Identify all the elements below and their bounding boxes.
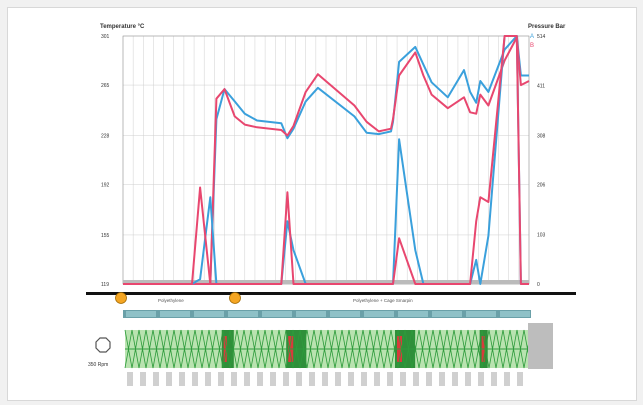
element-label-block bbox=[426, 372, 432, 386]
zone-label-1: Polyethylene bbox=[158, 298, 184, 303]
series-line-4 bbox=[123, 35, 529, 285]
chart-frame: Temperature °C Pressure Bar A B 119 155 19… bbox=[7, 7, 637, 401]
element-label-block bbox=[153, 372, 159, 386]
barrel-segment bbox=[194, 311, 224, 317]
black-divider bbox=[86, 292, 576, 295]
element-label-block bbox=[413, 372, 419, 386]
left-tick-label: 228 bbox=[101, 133, 110, 139]
x-axis-strip bbox=[123, 280, 529, 284]
right-tick-label: 308 bbox=[537, 133, 546, 139]
barrel-band bbox=[123, 310, 531, 318]
element-label-block bbox=[322, 372, 328, 386]
left-tick-label: 265 bbox=[101, 83, 110, 89]
barrel-segment bbox=[262, 311, 292, 317]
element-label-block bbox=[244, 372, 250, 386]
zone-label-2: Polyethylene + Cage Smarpin bbox=[353, 298, 413, 303]
barrel-segment bbox=[160, 311, 190, 317]
element-label-block bbox=[296, 372, 302, 386]
right-tick-label: 103 bbox=[537, 232, 546, 238]
barrel-segment bbox=[330, 311, 360, 317]
element-label-block bbox=[491, 372, 497, 386]
element-label-block bbox=[517, 372, 523, 386]
left-axis-label: Temperature °C bbox=[100, 24, 145, 30]
feed-marker-1 bbox=[115, 292, 127, 304]
element-label-block bbox=[348, 372, 354, 386]
speed-label: 350 Rpm bbox=[88, 362, 108, 368]
barrel-segment bbox=[228, 311, 258, 317]
barrel-segment bbox=[126, 311, 156, 317]
element-label-block bbox=[205, 372, 211, 386]
temperature-pressure-chart: Temperature °C Pressure Bar A B 119 155 19… bbox=[86, 24, 576, 386]
element-label-block bbox=[504, 372, 510, 386]
element-label-block bbox=[127, 372, 133, 386]
element-label-block bbox=[166, 372, 172, 386]
right-tick-label: 411 bbox=[537, 84, 545, 90]
legend-label-a: A bbox=[530, 34, 534, 40]
right-tick-label: 514 bbox=[537, 34, 546, 40]
screw-section bbox=[124, 329, 548, 369]
legend-label-b: B bbox=[530, 43, 534, 49]
element-label-block bbox=[478, 372, 484, 386]
element-label-block bbox=[140, 372, 146, 386]
element-label-block bbox=[257, 372, 263, 386]
left-tick-label: 301 bbox=[101, 34, 110, 40]
series-line-1 bbox=[123, 35, 529, 285]
element-label-block bbox=[179, 372, 185, 386]
element-label-block bbox=[361, 372, 367, 386]
barrel-segment bbox=[432, 311, 462, 317]
element-label-block bbox=[283, 372, 289, 386]
element-label-block bbox=[452, 372, 458, 386]
right-tick-label: 0 bbox=[537, 282, 540, 288]
barrel-segment bbox=[398, 311, 428, 317]
motor-icon bbox=[95, 337, 111, 353]
element-labels bbox=[127, 372, 523, 386]
series-lines bbox=[123, 35, 530, 285]
right-axis-label: Pressure Bar bbox=[528, 24, 566, 30]
barrel-segment bbox=[500, 311, 530, 317]
process-diagram: Polyethylene Polyethylene + Cage Smarpin… bbox=[86, 292, 576, 386]
barrel-segment bbox=[296, 311, 326, 317]
element-label-block bbox=[192, 372, 198, 386]
left-tick-label: 192 bbox=[101, 183, 110, 189]
element-label-block bbox=[309, 372, 315, 386]
element-label-block bbox=[218, 372, 224, 386]
element-label-block bbox=[439, 372, 445, 386]
barrel-segment bbox=[364, 311, 394, 317]
right-tick-label: 206 bbox=[537, 183, 546, 189]
element-label-block bbox=[231, 372, 237, 386]
barrel-segment bbox=[466, 311, 496, 317]
element-label-block bbox=[270, 372, 276, 386]
left-tick-label: 155 bbox=[101, 233, 110, 239]
series-line-2 bbox=[123, 36, 530, 285]
tick-labels: 119 155 192 228 265 301 0 103 206 308 411 514 bbox=[101, 34, 546, 288]
element-label-block bbox=[465, 372, 471, 386]
element-label-block bbox=[387, 372, 393, 386]
element-label-block bbox=[335, 372, 341, 386]
die-block bbox=[528, 323, 553, 369]
element-label-block bbox=[400, 372, 406, 386]
element-label-block bbox=[374, 372, 380, 386]
grid bbox=[122, 35, 530, 285]
left-tick-label: 119 bbox=[101, 282, 109, 288]
feed-marker-2 bbox=[229, 292, 241, 304]
